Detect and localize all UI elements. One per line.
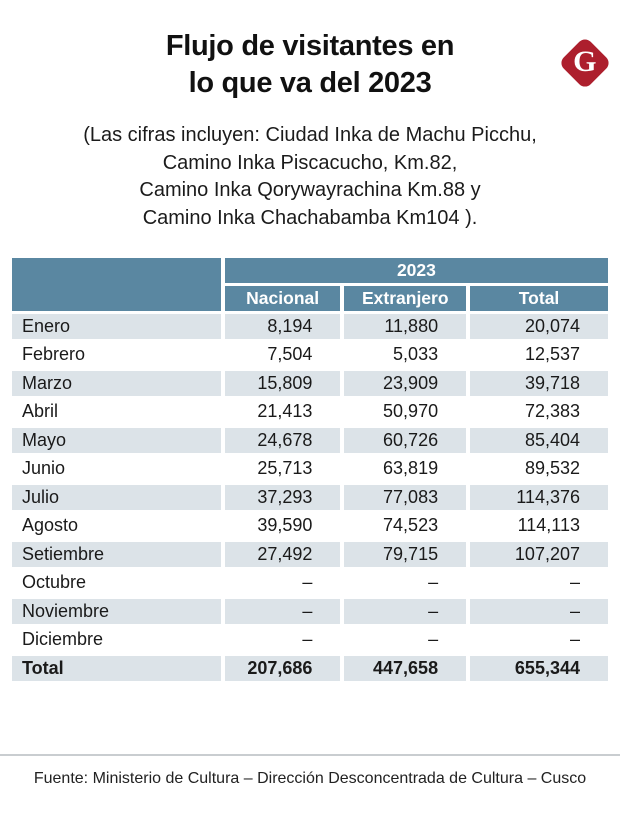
col-header-extranjero: Extranjero <box>344 285 467 311</box>
page-subtitle: (Las cifras incluyen: Ciudad Inka de Mac… <box>83 124 537 229</box>
extranjero-cell: 79,715 <box>344 541 467 568</box>
month-cell: Noviembre <box>12 598 221 625</box>
extranjero-cell: 11,880 <box>344 313 467 340</box>
table-corner-cell <box>12 257 221 311</box>
table-row: Marzo 15,809 23,909 39,718 <box>12 370 608 397</box>
month-cell: Setiembre <box>12 541 221 568</box>
total-cell: 72,383 <box>470 399 608 425</box>
extranjero-cell: – <box>344 570 467 596</box>
table-row: Diciembre – – – <box>12 627 608 653</box>
nacional-cell: 8,194 <box>224 313 341 340</box>
extranjero-cell: 5,033 <box>344 342 467 368</box>
nacional-cell: 39,590 <box>224 513 341 539</box>
extranjero-cell: 74,523 <box>344 513 467 539</box>
nacional-cell: 27,492 <box>224 541 341 568</box>
extranjero-cell: 23,909 <box>344 370 467 397</box>
source-text: Fuente: Ministerio de Cultura – Direcció… <box>33 770 587 787</box>
footer-divider <box>0 754 620 756</box>
month-cell: Junio <box>12 456 221 482</box>
table-total-row: Total 207,686 447,658 655,344 <box>12 655 608 682</box>
total-cell: – <box>470 570 608 596</box>
extranjero-cell: – <box>344 598 467 625</box>
nacional-cell: 7,504 <box>224 342 341 368</box>
extranjero-cell: 60,726 <box>344 427 467 454</box>
table-row: Setiembre 27,492 79,715 107,207 <box>12 541 608 568</box>
total-cell: 107,207 <box>470 541 608 568</box>
month-cell: Diciembre <box>12 627 221 653</box>
table-row: Octubre – – – <box>12 570 608 596</box>
month-cell: Agosto <box>12 513 221 539</box>
table-row: Enero 8,194 11,880 20,074 <box>12 313 608 340</box>
total-cell: 39,718 <box>470 370 608 397</box>
logo-letter-g: G <box>573 45 597 78</box>
extranjero-cell: – <box>344 627 467 653</box>
month-cell: Marzo <box>12 370 221 397</box>
year-header-cell: 2023 <box>224 257 608 283</box>
month-cell: Julio <box>12 484 221 511</box>
table-row: Agosto 39,590 74,523 114,113 <box>12 513 608 539</box>
month-cell: Enero <box>12 313 221 340</box>
nacional-cell: 24,678 <box>224 427 341 454</box>
nacional-cell: – <box>224 598 341 625</box>
table-row: Abril 21,413 50,970 72,383 <box>12 399 608 425</box>
nacional-cell: 15,809 <box>224 370 341 397</box>
nacional-cell: 21,413 <box>224 399 341 425</box>
table-row: Mayo 24,678 60,726 85,404 <box>12 427 608 454</box>
page-title: Flujo de visitantes en lo que va del 202… <box>165 30 455 100</box>
total-cell: 89,532 <box>470 456 608 482</box>
visitors-table: 2023 Nacional Extranjero Total Enero 8,1… <box>8 255 612 685</box>
month-cell: Total <box>12 655 221 682</box>
table-row: Julio 37,293 77,083 114,376 <box>12 484 608 511</box>
total-cell: 12,537 <box>470 342 608 368</box>
nacional-cell: – <box>224 627 341 653</box>
extranjero-cell: 50,970 <box>344 399 467 425</box>
total-cell: 655,344 <box>470 655 608 682</box>
total-cell: 20,074 <box>470 313 608 340</box>
month-cell: Abril <box>12 399 221 425</box>
table-row: Noviembre – – – <box>12 598 608 625</box>
total-cell: 114,376 <box>470 484 608 511</box>
month-cell: Febrero <box>12 342 221 368</box>
nacional-cell: 207,686 <box>224 655 341 682</box>
total-cell: 85,404 <box>470 427 608 454</box>
month-cell: Mayo <box>12 427 221 454</box>
month-cell: Octubre <box>12 570 221 596</box>
extranjero-cell: 447,658 <box>344 655 467 682</box>
col-header-total: Total <box>470 285 608 311</box>
total-cell: – <box>470 627 608 653</box>
extranjero-cell: 63,819 <box>344 456 467 482</box>
nacional-cell: 25,713 <box>224 456 341 482</box>
table-row: Junio 25,713 63,819 89,532 <box>12 456 608 482</box>
table-row: Febrero 7,504 5,033 12,537 <box>12 342 608 368</box>
total-cell: – <box>470 598 608 625</box>
nacional-cell: – <box>224 570 341 596</box>
nacional-cell: 37,293 <box>224 484 341 511</box>
total-cell: 114,113 <box>470 513 608 539</box>
extranjero-cell: 77,083 <box>344 484 467 511</box>
col-header-nacional: Nacional <box>224 285 341 311</box>
